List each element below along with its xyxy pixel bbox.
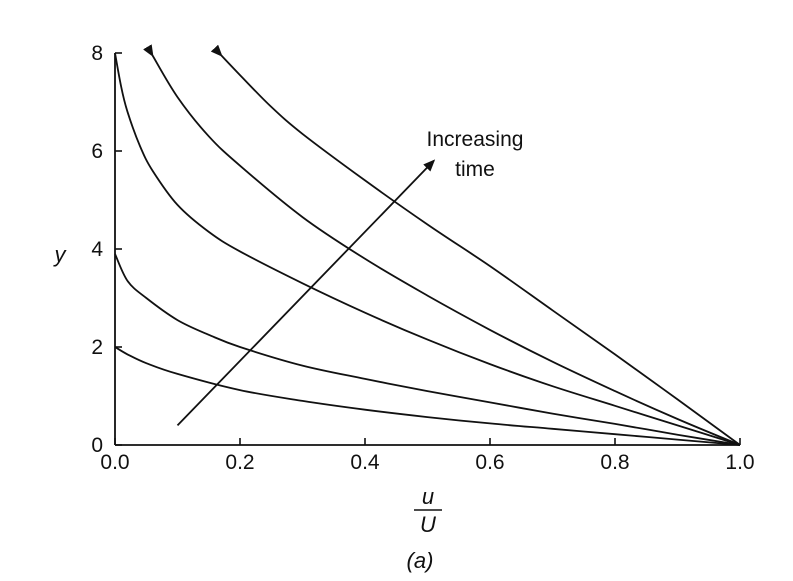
x-tick-label: 0.0	[100, 451, 129, 474]
y-tick-label: 2	[91, 336, 103, 359]
x-axis-label-numerator: u	[422, 484, 434, 509]
velocity-profile-line-3	[114, 52, 741, 446]
y-tick-label: 0	[91, 434, 103, 457]
velocity-profile-line-4	[143, 44, 741, 446]
x-tick-label: 1.0	[725, 451, 754, 474]
y-ticks: 0 2 4 6 8	[91, 42, 122, 457]
x-tick-label: 0.4	[350, 451, 380, 474]
velocity-profile-line-2	[114, 253, 741, 446]
y-axis-label: y	[53, 242, 68, 267]
axes	[114, 53, 740, 446]
x-tick-label: 0.8	[600, 451, 629, 474]
annotation-line-1: Increasing	[427, 128, 524, 151]
velocity-profiles	[114, 44, 741, 446]
increasing-time-arrow	[176, 159, 436, 427]
velocity-profile-line-1	[114, 346, 741, 446]
x-tick-label: 0.2	[225, 451, 254, 474]
y-tick-label: 6	[91, 140, 103, 163]
x-axis-label-denominator: U	[420, 512, 436, 537]
velocity-profile-line-5	[210, 44, 741, 446]
x-tick-label: 0.6	[475, 451, 504, 474]
increasing-time-annotation: Increasing time	[176, 128, 524, 427]
x-axis-label: u U	[414, 484, 442, 537]
annotation-line-2: time	[455, 158, 495, 181]
figure-caption: (a)	[407, 548, 434, 573]
x-ticks: 0.0 0.2 0.4 0.6 0.8 1.0	[100, 438, 755, 474]
y-tick-label: 4	[91, 238, 103, 261]
y-tick-label: 8	[91, 42, 103, 65]
